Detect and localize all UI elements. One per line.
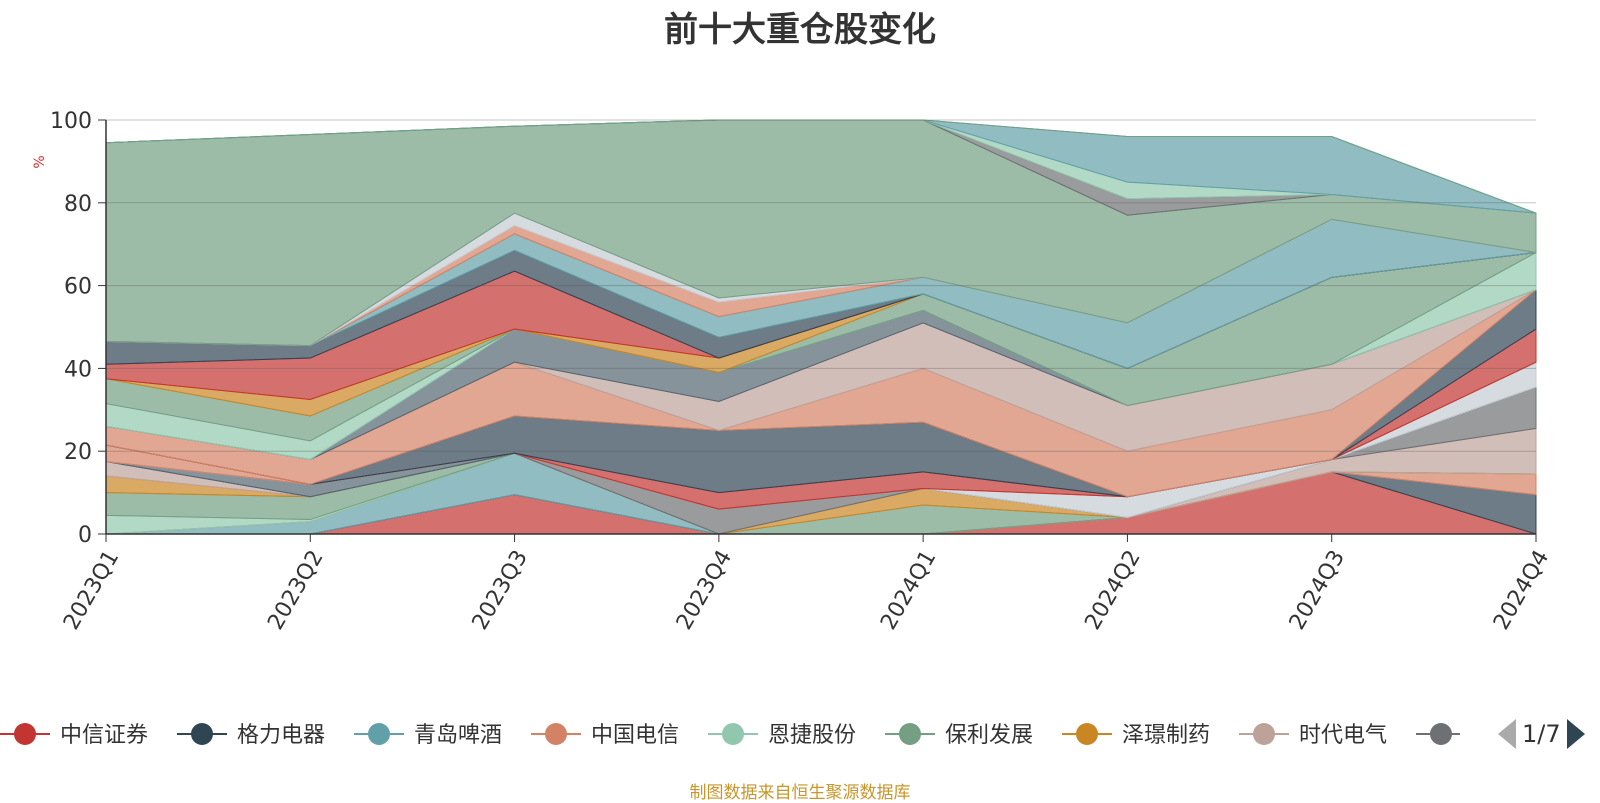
legend-marker-icon: [1253, 723, 1275, 745]
legend-marker-icon: [899, 723, 921, 745]
chart-title: 前十大重仓股变化: [664, 10, 936, 50]
legend-item[interactable]: 青岛啤酒: [354, 723, 502, 748]
legend-item[interactable]: 时代电气: [1239, 723, 1387, 748]
legend-item[interactable]: 保利发展: [885, 723, 1033, 748]
x-tick-label: 2024Q1: [876, 546, 941, 634]
legend-marker-icon: [1430, 723, 1452, 745]
y-tick-label: 40: [64, 357, 92, 382]
legend-pager: 1/7: [1498, 716, 1585, 752]
legend-marker-icon: [1076, 723, 1098, 745]
source-footer: 制图数据来自恒生聚源数据库: [689, 783, 911, 803]
x-tick-label: 2023Q2: [263, 546, 328, 634]
legend-marker-icon: [191, 723, 213, 745]
legend-marker-icon: [722, 723, 744, 745]
legend-label: 泽璟制药: [1122, 723, 1210, 748]
x-tick-label: 2023Q1: [59, 546, 124, 634]
y-tick-label: 20: [64, 440, 92, 465]
legend-item[interactable]: 中信证券: [0, 723, 148, 748]
y-tick-label: 80: [64, 192, 92, 217]
y-tick-label: 60: [64, 275, 92, 300]
y-axis-unit-label: %: [32, 155, 48, 168]
legend-item[interactable]: 恩捷股份: [708, 723, 856, 748]
x-tick-label: 2024Q2: [1080, 546, 1145, 634]
legend-label: 恩捷股份: [768, 723, 856, 748]
legend-label: 格力电器: [237, 723, 325, 748]
legend-next-page-icon[interactable]: [1566, 719, 1585, 749]
legend-marker-icon: [545, 723, 567, 745]
legend-label: 时代电气: [1299, 723, 1387, 748]
legend-label: 中国电信: [591, 723, 679, 748]
legend-label: 保利发展: [945, 723, 1033, 748]
x-tick-label: 2024Q3: [1285, 546, 1350, 634]
x-tick-label: 2024Q4: [1489, 546, 1554, 634]
y-tick-label: 100: [50, 109, 92, 134]
legend-item[interactable]: 格力电器: [177, 723, 325, 748]
legend-prev-page-icon[interactable]: [1498, 719, 1516, 749]
y-tick-label: 0: [78, 523, 92, 548]
legend-item[interactable]: 中国电信: [531, 723, 679, 748]
legend-label: 青岛啤酒: [414, 723, 502, 748]
x-tick-label: 2023Q3: [468, 546, 533, 634]
legend-page-indicator: 1/7: [1522, 720, 1561, 748]
legend-item[interactable]: 泽璟制药: [1062, 723, 1210, 748]
legend-marker-icon: [368, 723, 390, 745]
area-series-29[interactable]: [105, 119, 1537, 214]
legend-label: 中信证券: [60, 723, 148, 748]
x-tick-label: 2023Q4: [672, 546, 737, 634]
legend-marker-icon: [14, 723, 36, 745]
